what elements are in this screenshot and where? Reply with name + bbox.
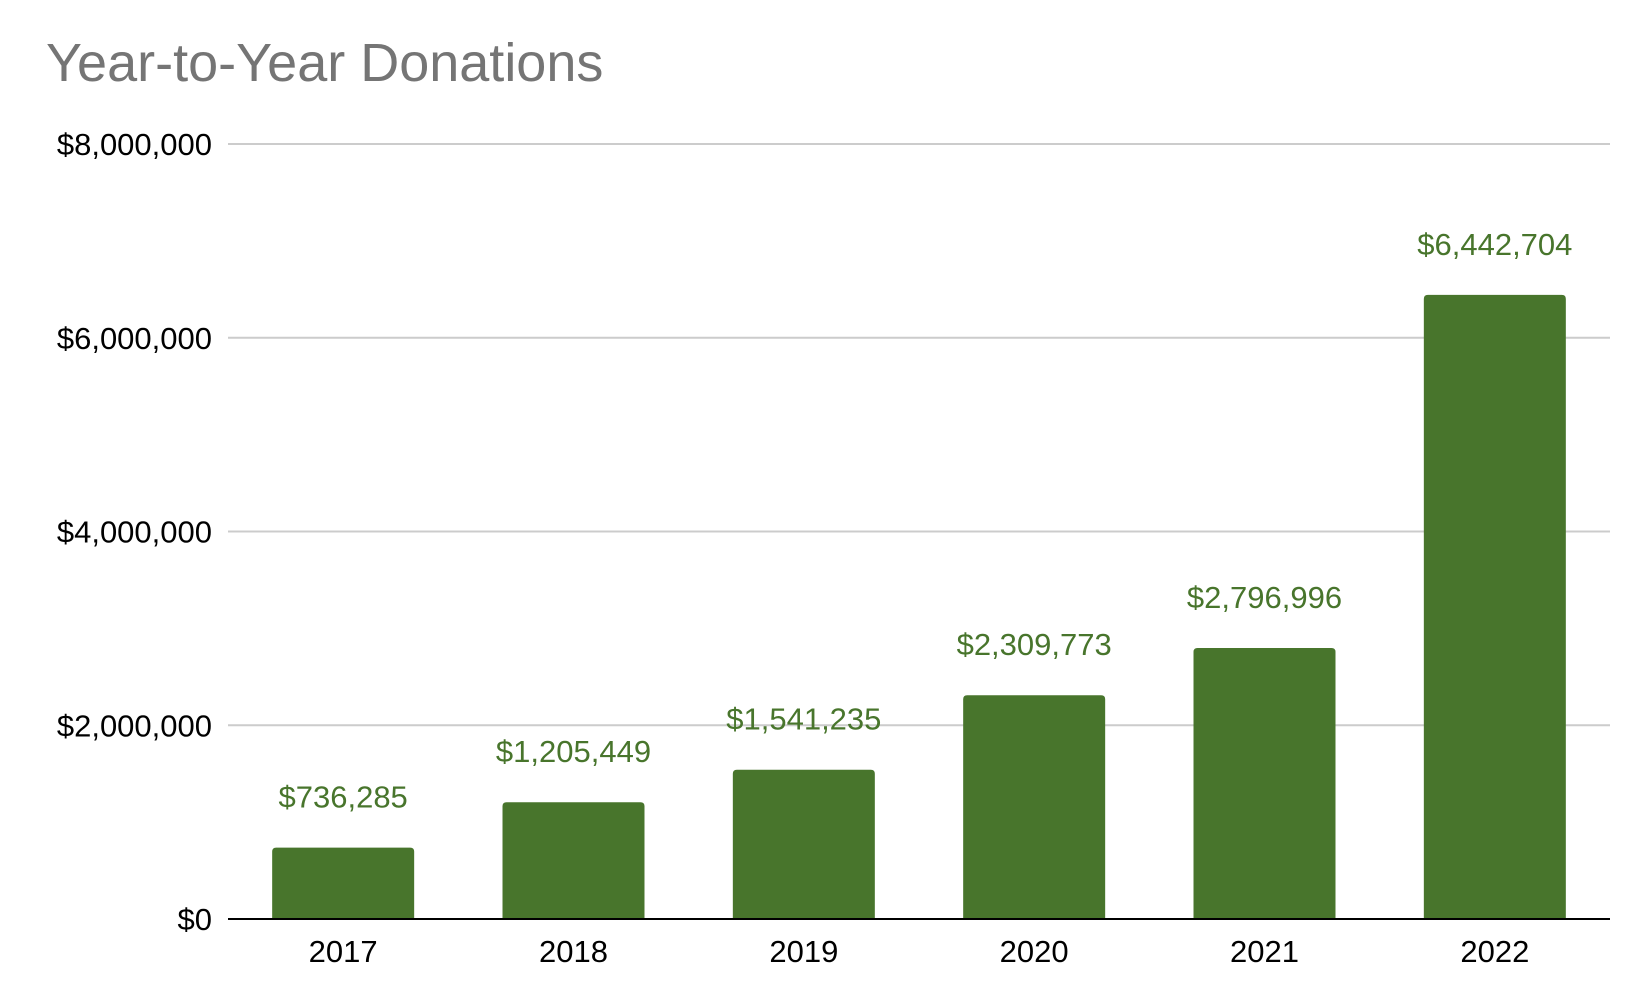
x-tick-label-2021: 2021	[1230, 934, 1299, 969]
x-axis: 2017 2018 2019 2020 2021 2022	[228, 918, 1610, 969]
data-labels: $736,285 $1,205,449 $1,541,235 $2,309,773 $2…	[279, 227, 1573, 815]
x-tick-label-2017: 2017	[309, 934, 378, 969]
x-tick-label-2018: 2018	[539, 934, 608, 969]
y-tick-label: $8,000,000	[57, 127, 212, 162]
x-tick-label-2019: 2019	[769, 934, 838, 969]
bar-2017	[272, 847, 415, 919]
data-label-2018: $1,205,449	[496, 734, 651, 769]
y-axis: $0 $2,000,000 $4,000,000 $6,000,000 $8,000,0…	[57, 127, 212, 937]
data-label-2020: $2,309,773	[957, 627, 1112, 662]
data-label-2019: $1,541,235	[726, 702, 881, 737]
gridlines	[228, 143, 1610, 727]
bars	[272, 294, 1566, 919]
data-label-2017: $736,285	[279, 780, 408, 815]
y-tick-label: $2,000,000	[57, 708, 212, 743]
data-label-2022: $6,442,704	[1417, 227, 1572, 262]
y-tick-label: $6,000,000	[57, 321, 212, 356]
x-tick-label-2020: 2020	[1000, 934, 1069, 969]
bar-2018	[502, 802, 645, 919]
data-label-2021: $2,796,996	[1187, 580, 1342, 615]
chart-title: Year-to-Year Donations	[46, 33, 604, 93]
bar-2019	[732, 769, 875, 919]
y-tick-label: $4,000,000	[57, 515, 212, 550]
y-tick-label: $0	[178, 902, 212, 937]
x-tick-label-2022: 2022	[1460, 934, 1529, 969]
bar-2021	[1193, 648, 1336, 919]
bar-2022	[1423, 294, 1566, 919]
bar-2020	[963, 695, 1106, 919]
